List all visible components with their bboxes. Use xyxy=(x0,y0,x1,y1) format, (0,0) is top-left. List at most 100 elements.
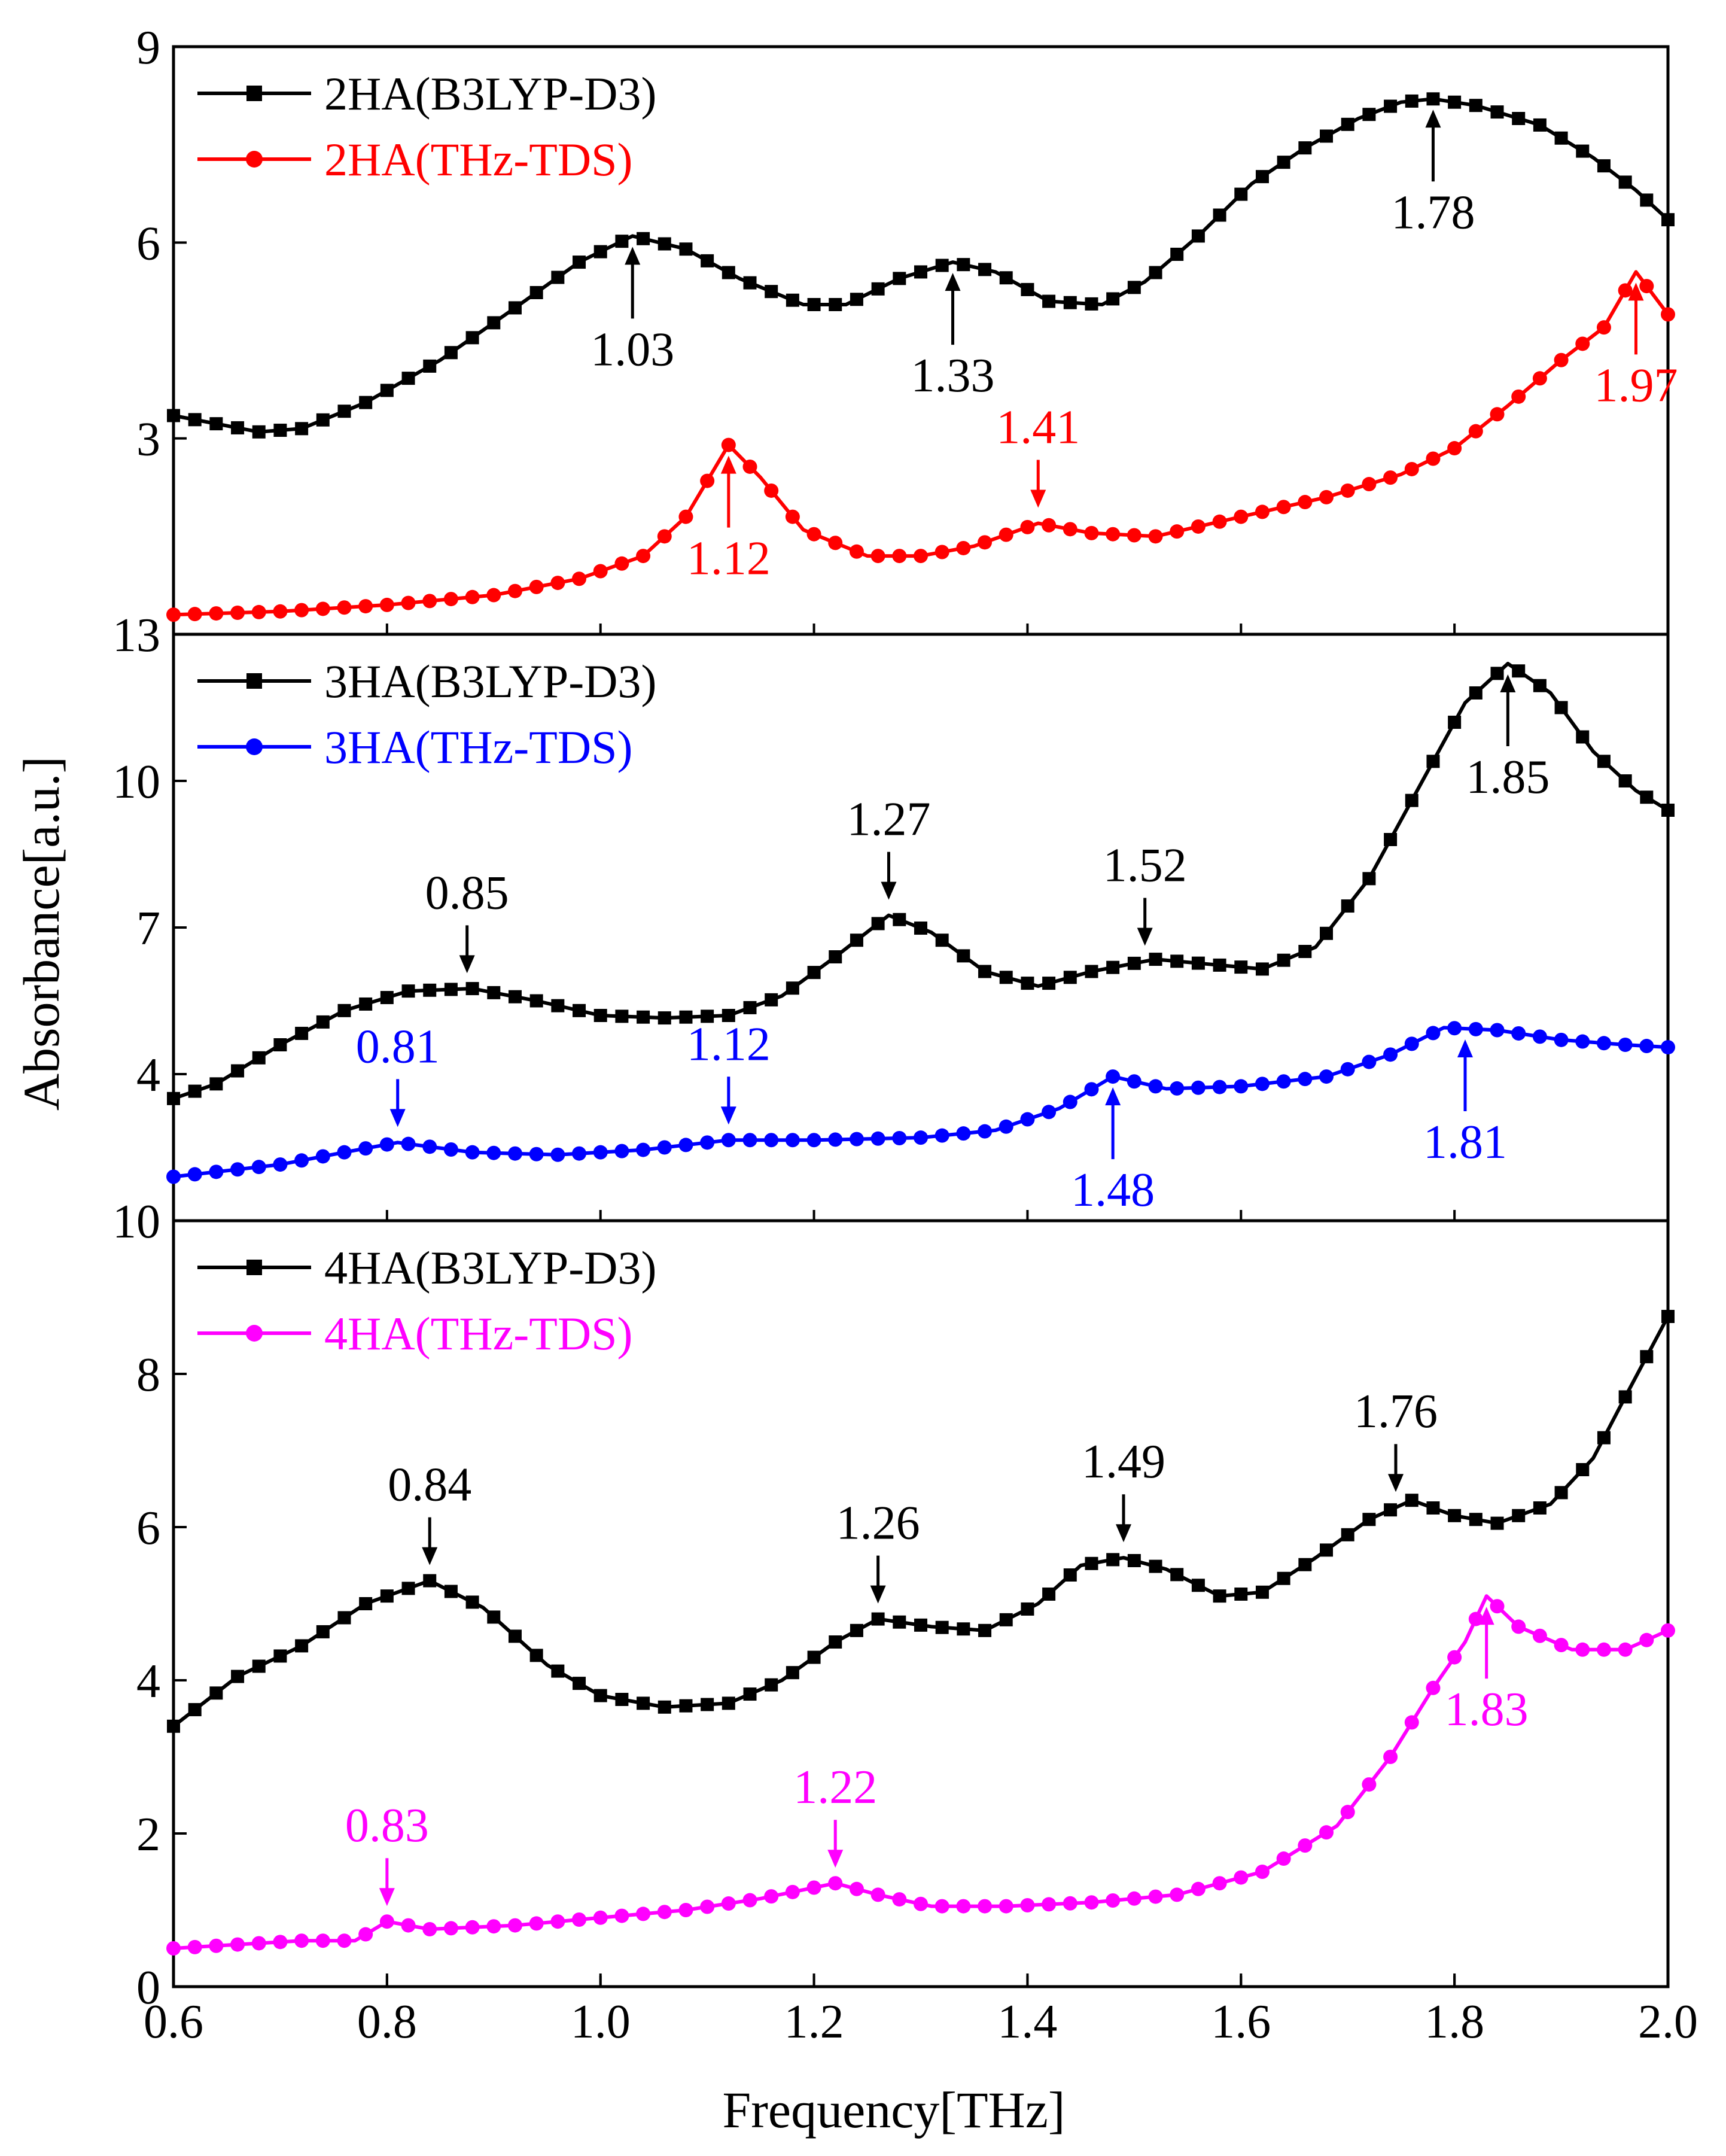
data-point xyxy=(1042,977,1056,990)
annotation-arrowhead xyxy=(625,247,641,265)
data-point xyxy=(1212,1079,1227,1094)
data-point xyxy=(1127,956,1141,970)
data-point xyxy=(1234,1079,1249,1094)
data-point xyxy=(572,1912,587,1927)
data-point xyxy=(1554,131,1568,145)
data-point xyxy=(721,437,736,452)
data-point xyxy=(486,1145,501,1160)
data-point xyxy=(486,588,501,603)
legend-marker xyxy=(246,151,263,168)
data-point xyxy=(251,1936,266,1951)
data-point xyxy=(1341,899,1354,913)
data-point xyxy=(209,606,224,621)
data-point xyxy=(316,413,330,427)
data-point xyxy=(1213,208,1226,222)
data-point xyxy=(1234,509,1249,524)
data-point xyxy=(1021,977,1034,990)
data-point xyxy=(401,1918,416,1933)
data-point xyxy=(358,599,373,614)
data-point xyxy=(1255,504,1270,519)
data-point xyxy=(785,1133,800,1148)
data-point xyxy=(1639,279,1654,294)
data-point xyxy=(1640,193,1654,207)
data-point xyxy=(1661,1310,1675,1323)
data-point xyxy=(1255,1077,1270,1091)
data-point xyxy=(252,1051,266,1065)
data-point xyxy=(999,271,1013,285)
x-tick-label: 1.8 xyxy=(1424,1996,1484,2048)
data-point xyxy=(380,384,394,397)
data-point xyxy=(507,583,522,598)
data-point xyxy=(1255,1865,1270,1879)
y-axis-title: Absorbance[a.u.] xyxy=(13,756,70,1111)
legend-label: 4HA(THz-TDS) xyxy=(324,1307,633,1360)
data-point xyxy=(188,1703,202,1717)
data-point xyxy=(1191,956,1205,970)
annotation-arrowhead xyxy=(459,955,475,974)
data-point xyxy=(1511,1619,1526,1634)
data-point xyxy=(465,331,479,345)
data-point xyxy=(1298,1838,1313,1853)
data-point xyxy=(507,1918,522,1933)
data-point xyxy=(1063,1896,1077,1911)
annotation-label: 1.48 xyxy=(1071,1164,1155,1217)
data-point xyxy=(999,1613,1013,1626)
annotation-label: 1.27 xyxy=(847,793,930,846)
data-point xyxy=(188,1084,202,1098)
data-point xyxy=(315,601,330,616)
annotation-arrowhead xyxy=(1425,110,1441,128)
data-point xyxy=(1533,1501,1547,1515)
annotation-label: 1.41 xyxy=(996,402,1080,454)
data-point xyxy=(209,417,223,431)
data-point xyxy=(806,1880,821,1895)
data-point xyxy=(1106,527,1121,542)
data-point xyxy=(209,1077,223,1091)
data-point xyxy=(359,1597,373,1610)
data-point xyxy=(572,571,587,586)
data-point xyxy=(1362,1054,1377,1069)
data-point xyxy=(871,917,885,930)
data-point xyxy=(914,549,928,564)
data-point xyxy=(422,1922,437,1936)
legend-marker xyxy=(246,673,262,689)
data-point xyxy=(1575,1642,1590,1657)
data-point xyxy=(1661,307,1675,322)
data-point xyxy=(508,1629,522,1643)
x-tick-label: 1.4 xyxy=(997,1996,1057,2048)
data-point xyxy=(701,1009,714,1023)
data-point xyxy=(1085,1556,1098,1570)
annotation-arrowhead xyxy=(1137,928,1153,946)
data-point xyxy=(1362,872,1376,886)
data-point xyxy=(487,316,501,330)
data-point xyxy=(1661,213,1675,227)
data-point xyxy=(422,594,437,609)
data-point xyxy=(465,982,479,996)
data-point xyxy=(1276,1074,1291,1089)
data-point xyxy=(1404,1715,1419,1730)
annotation-arrowhead xyxy=(379,1888,395,1906)
x-tick-label: 1.0 xyxy=(571,1996,631,2048)
data-point xyxy=(1234,187,1248,201)
data-point xyxy=(1320,926,1334,940)
data-point xyxy=(508,301,522,315)
data-point xyxy=(1575,1034,1590,1049)
data-point xyxy=(1277,953,1290,967)
data-point xyxy=(765,993,778,1006)
data-point xyxy=(978,1623,992,1637)
data-point xyxy=(1426,1680,1441,1695)
annotation-label: 1.97 xyxy=(1594,359,1678,412)
data-point xyxy=(1063,522,1077,537)
data-point xyxy=(1362,477,1377,492)
data-point xyxy=(999,527,1013,542)
data-point xyxy=(423,1574,437,1588)
data-point xyxy=(337,600,352,615)
data-point xyxy=(849,1881,864,1896)
data-point xyxy=(1490,105,1504,119)
data-point xyxy=(507,1146,522,1161)
data-point xyxy=(1021,282,1034,296)
data-point xyxy=(1042,1105,1057,1120)
data-point xyxy=(1362,1513,1376,1526)
data-point xyxy=(1341,1528,1354,1541)
data-point xyxy=(764,483,779,498)
